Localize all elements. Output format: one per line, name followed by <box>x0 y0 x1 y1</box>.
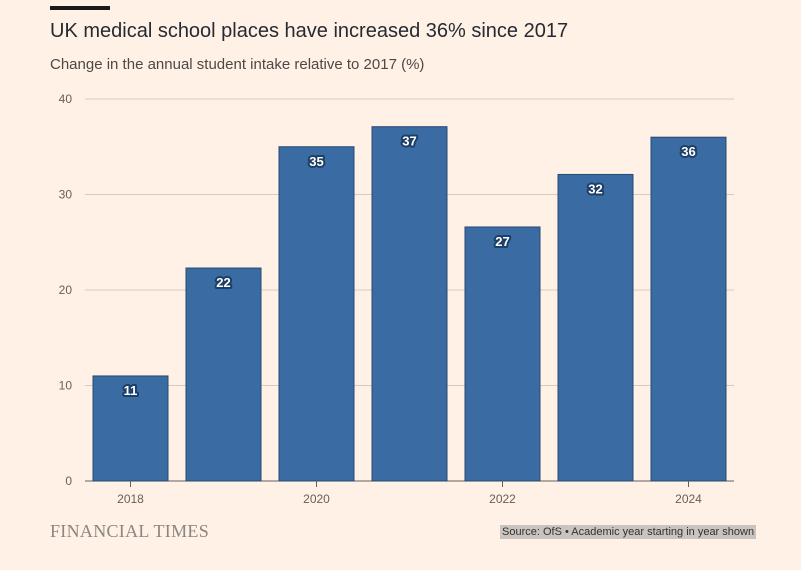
chart-title: UK medical school places have increased … <box>50 20 569 42</box>
data-label-halo: 36 <box>681 144 695 159</box>
x-tick-label: 2020 <box>303 492 330 506</box>
data-label-halo: 32 <box>588 181 602 196</box>
y-tick-label: 30 <box>59 188 73 202</box>
bar <box>371 126 448 482</box>
bar <box>278 146 355 482</box>
data-label-halo: 11 <box>124 383 138 398</box>
bar <box>557 173 634 482</box>
data-label: 32 <box>588 181 602 196</box>
data-label-halo: 35 <box>309 154 323 169</box>
bar <box>650 136 727 482</box>
y-tick-label: 0 <box>65 474 72 488</box>
bar <box>464 226 541 482</box>
data-label: 35 <box>309 154 323 169</box>
top-rule <box>50 6 110 10</box>
x-tick-label: 2018 <box>117 492 144 506</box>
chart-subtitle: Change in the annual student intake rela… <box>50 56 425 73</box>
data-label: 11 <box>124 383 138 398</box>
ft-logo: FINANCIAL TIMES <box>50 521 210 541</box>
bar <box>185 267 262 482</box>
bar-chart: 0102030401111222235353737272732323636201… <box>59 92 734 506</box>
data-label-halo: 37 <box>402 134 416 149</box>
y-tick-label: 40 <box>59 92 73 106</box>
data-label-halo: 27 <box>495 234 509 249</box>
y-tick-label: 10 <box>59 379 73 393</box>
data-label: 27 <box>495 234 509 249</box>
data-label: 37 <box>402 134 416 149</box>
data-label: 36 <box>681 144 695 159</box>
bar <box>92 375 169 482</box>
data-label-halo: 22 <box>216 275 230 290</box>
x-tick-label: 2024 <box>675 492 702 506</box>
x-tick-label: 2022 <box>489 492 516 506</box>
data-label: 22 <box>216 275 230 290</box>
y-tick-label: 20 <box>59 283 73 297</box>
source-note: Source: OfS • Academic year starting in … <box>500 525 757 539</box>
